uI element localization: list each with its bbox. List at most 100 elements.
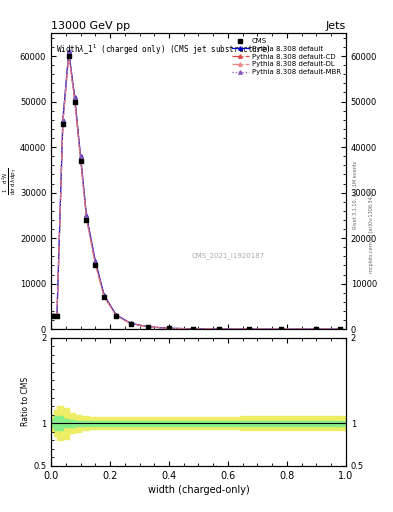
Pythia 8.308 default-CD [102,293,107,300]
Pythia 8.308 default-CD [279,326,283,332]
CMS [77,157,84,165]
Pythia 8.308 default-DL [114,312,118,318]
Pythia 8.308 default [314,326,319,332]
Pythia 8.308 default [167,325,171,331]
Pythia 8.308 default-DL [61,120,65,126]
Pythia 8.308 default-DL [84,216,89,222]
Pythia 8.308 default [190,326,195,332]
Text: Width$\lambda\_1^1$ (charged only) (CMS jet substructure): Width$\lambda\_1^1$ (charged only) (CMS … [56,42,270,56]
X-axis label: width (charged-only): width (charged-only) [148,485,249,495]
CMS [313,325,320,333]
Pythia 8.308 default-CD [190,326,195,332]
CMS [245,325,252,333]
Pythia 8.308 default-MBR [72,95,77,101]
Pythia 8.308 default-DL [55,312,59,318]
Pythia 8.308 default [55,312,59,318]
Pythia 8.308 default-DL [102,294,107,300]
CMS [72,97,78,105]
Pythia 8.308 default-CD [72,96,77,102]
Pythia 8.308 default-CD [93,260,98,266]
Pythia 8.308 default-CD [66,51,71,57]
Pythia 8.308 default-DL [78,157,83,163]
Pythia 8.308 default-DL [146,324,151,330]
Pythia 8.308 default-CD [217,326,222,332]
Pythia 8.308 default-MBR [84,213,89,219]
CMS [145,323,152,331]
Line: Pythia 8.308 default-DL: Pythia 8.308 default-DL [51,53,342,331]
Pythia 8.308 default [102,292,107,298]
Pythia 8.308 default-MBR [93,259,98,265]
Pythia 8.308 default [50,312,55,318]
CMS [166,324,172,332]
Pythia 8.308 default [129,320,133,326]
Pythia 8.308 default [72,94,77,100]
Pythia 8.308 default-CD [78,156,83,162]
Pythia 8.308 default-DL [338,326,342,332]
Pythia 8.308 default-MBR [78,154,83,160]
Pythia 8.308 default-DL [279,326,283,332]
Y-axis label: $\frac{1}{\mathrm{d}\sigma}\,\frac{\mathrm{d}^2 N}{\mathrm{d}\lambda\,\mathrm{d}: $\frac{1}{\mathrm{d}\sigma}\,\frac{\math… [1,167,18,195]
Pythia 8.308 default-MBR [167,325,171,331]
Text: 13000 GeV pp: 13000 GeV pp [51,20,130,31]
CMS [189,325,196,333]
Text: Rivet 3.1.10, ≥ 3.1M events: Rivet 3.1.10, ≥ 3.1M events [353,160,358,229]
Pythia 8.308 default [146,324,151,330]
Pythia 8.308 default-MBR [55,312,59,318]
CMS [113,311,119,319]
Pythia 8.308 default-CD [61,119,65,125]
Pythia 8.308 default-CD [129,321,133,327]
Pythia 8.308 default-CD [314,326,319,332]
Pythia 8.308 default [114,312,118,318]
Pythia 8.308 default [338,326,342,332]
Line: Pythia 8.308 default-CD: Pythia 8.308 default-CD [51,52,342,331]
Pythia 8.308 default-MBR [114,312,118,318]
Pythia 8.308 default-MBR [66,49,71,55]
Pythia 8.308 default-CD [84,215,89,221]
CMS [50,311,56,319]
Text: Jets: Jets [325,20,346,31]
Y-axis label: Ratio to CMS: Ratio to CMS [21,377,30,426]
Pythia 8.308 default [246,326,251,332]
Pythia 8.308 default [66,49,71,55]
Line: Pythia 8.308 default-MBR: Pythia 8.308 default-MBR [51,51,342,331]
Text: mcplots.cern.ch [arXiv:1306.3436]: mcplots.cern.ch [arXiv:1306.3436] [369,188,374,273]
CMS [83,216,90,224]
Pythia 8.308 default-DL [72,98,77,104]
Pythia 8.308 default-MBR [190,326,195,332]
Legend: CMS, Pythia 8.308 default, Pythia 8.308 default-CD, Pythia 8.308 default-DL, Pyt: CMS, Pythia 8.308 default, Pythia 8.308 … [230,37,342,76]
Pythia 8.308 default-MBR [102,292,107,298]
Pythia 8.308 default-DL [50,312,55,318]
Pythia 8.308 default [279,326,283,332]
Pythia 8.308 default-CD [50,312,55,318]
Pythia 8.308 default-CD [246,326,251,332]
Pythia 8.308 default-DL [190,326,195,332]
Pythia 8.308 default-DL [314,326,319,332]
Pythia 8.308 default-CD [338,326,342,332]
Pythia 8.308 default-MBR [338,326,342,332]
Pythia 8.308 default-MBR [146,324,151,330]
Pythia 8.308 default-CD [146,324,151,330]
CMS [54,311,60,319]
CMS [278,325,284,333]
Line: Pythia 8.308 default: Pythia 8.308 default [51,50,342,331]
Pythia 8.308 default-MBR [129,321,133,327]
Text: CMS_2021_I1920187: CMS_2021_I1920187 [191,252,264,259]
Pythia 8.308 default [84,212,89,219]
Pythia 8.308 default-DL [66,52,71,58]
Pythia 8.308 default-DL [129,321,133,327]
Pythia 8.308 default [78,153,83,159]
Pythia 8.308 default-CD [114,312,118,318]
Pythia 8.308 default [93,258,98,264]
CMS [101,293,107,302]
Pythia 8.308 default [217,326,222,332]
Pythia 8.308 default-MBR [314,326,319,332]
Pythia 8.308 default-CD [55,312,59,318]
Pythia 8.308 default-DL [93,262,98,268]
Pythia 8.308 default-MBR [217,326,222,332]
Pythia 8.308 default-CD [167,325,171,331]
CMS [337,325,343,333]
Pythia 8.308 default-MBR [50,312,55,318]
Pythia 8.308 default-DL [246,326,251,332]
Pythia 8.308 default-DL [167,325,171,331]
Pythia 8.308 default-MBR [279,326,283,332]
